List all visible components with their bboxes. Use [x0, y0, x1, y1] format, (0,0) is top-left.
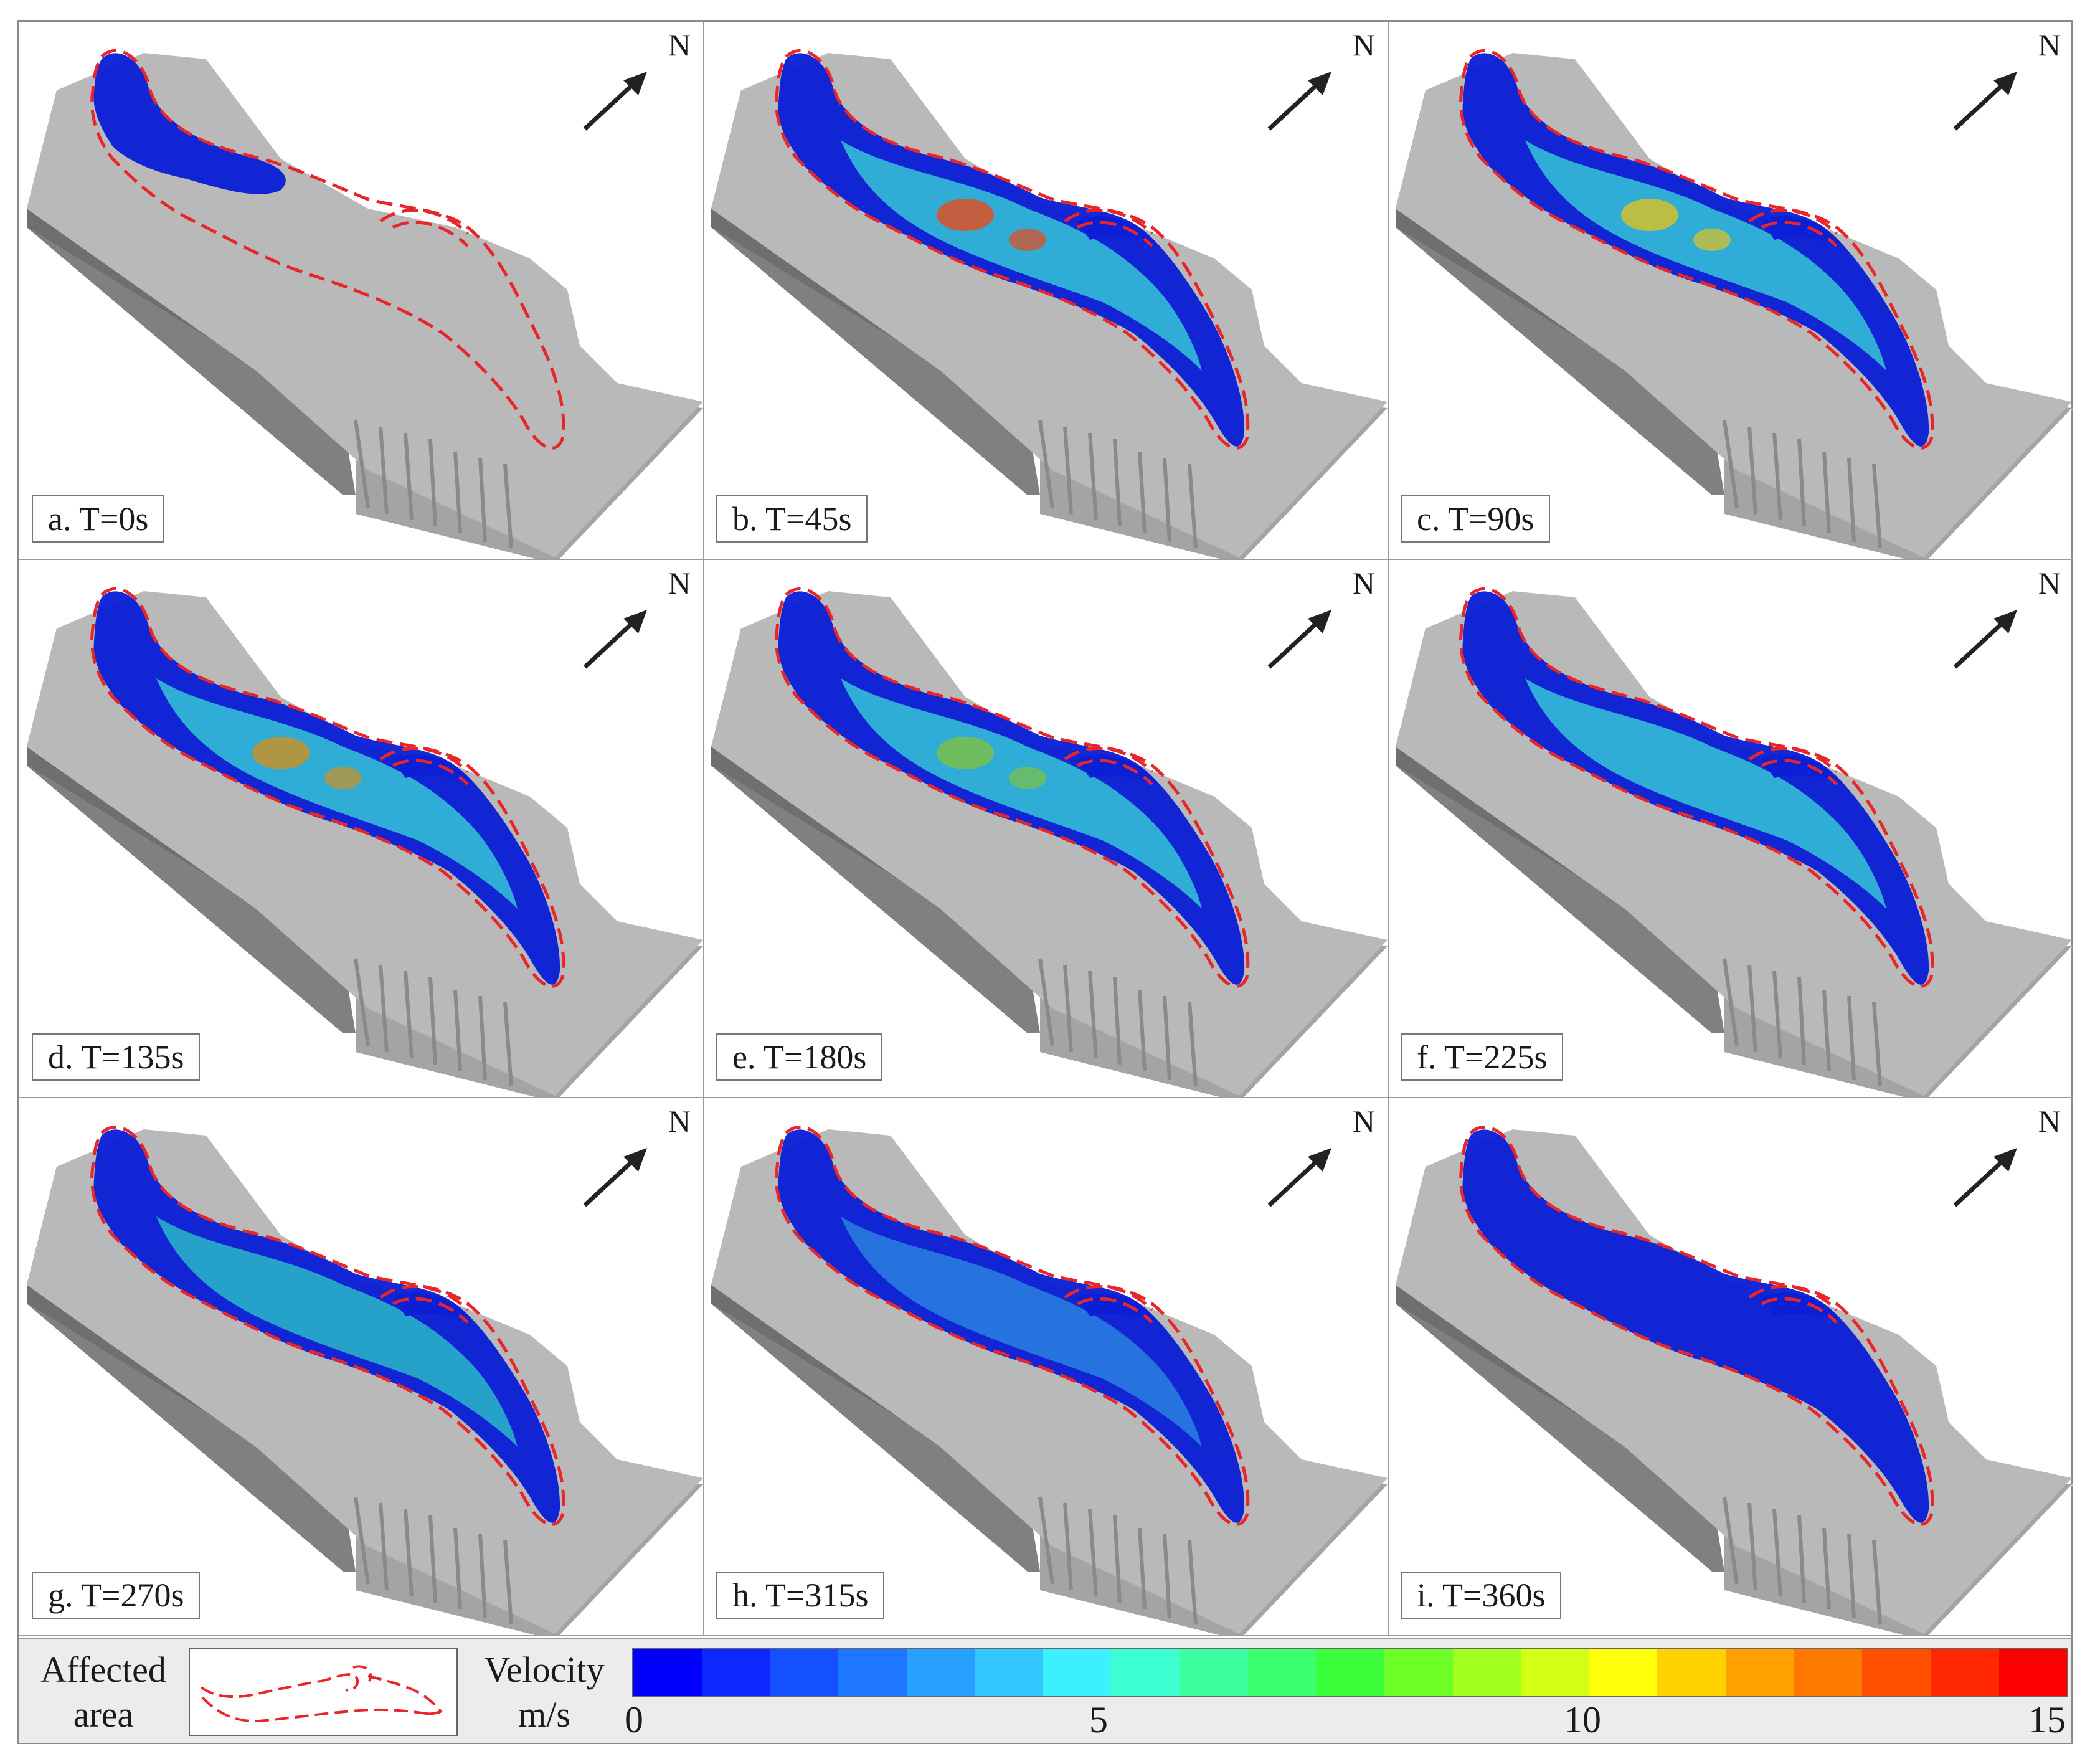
terrain-model [26, 1125, 703, 1635]
colorbar-cell [633, 1649, 702, 1696]
north-label: N [1352, 1104, 1375, 1139]
velocity-colorbar [632, 1648, 2068, 1697]
north-arrow [1942, 1112, 2055, 1218]
panel-f: N f. T=225s [1388, 560, 2073, 1098]
panel-caption: d. T=135s [32, 1033, 201, 1081]
panel-caption: i. T=360s [1401, 1572, 1562, 1619]
panel-caption: g. T=270s [32, 1572, 201, 1619]
colorbar-cell [1452, 1649, 1521, 1696]
colorbar-cell [906, 1649, 975, 1696]
north-arrow [1257, 1112, 1369, 1218]
colorbar-tick-15: 15 [2028, 1699, 2066, 1740]
affected-area-swatch [189, 1648, 458, 1736]
north-label: N [1352, 566, 1375, 600]
colorbar-cell [1521, 1649, 1589, 1696]
panel-caption: a. T=0s [32, 495, 165, 543]
terrain-model [710, 49, 1388, 559]
terrain-model [1394, 49, 2073, 559]
north-arrow [572, 574, 684, 680]
colorbar-cell [1794, 1649, 1863, 1696]
colorbar-cell [1589, 1649, 1658, 1696]
panel-caption: e. T=180s [716, 1033, 883, 1081]
panel-b: N b. T=45s [704, 22, 1389, 560]
simulation-figure: N a. T=0s N b. T=45s [17, 20, 2073, 1744]
north-arrow [1942, 36, 2055, 141]
terrain-model [710, 1125, 1388, 1635]
north-label: N [668, 566, 691, 600]
colorbar-cell [838, 1649, 907, 1696]
colorbar-tick-5: 5 [1089, 1699, 1108, 1740]
affected-area-label: Affected area [40, 1649, 166, 1735]
north-arrow [572, 1112, 684, 1218]
colorbar-cell [1998, 1649, 2068, 1696]
colorbar-cell [1247, 1649, 1317, 1696]
colorbar-cell [770, 1649, 838, 1696]
colorbar-cell [701, 1649, 770, 1696]
terrain-model [26, 49, 703, 559]
colorbar-cell [1862, 1649, 1931, 1696]
panel-caption: f. T=225s [1401, 1033, 1564, 1081]
colorbar-cell [975, 1649, 1043, 1696]
colorbar-cell [1726, 1649, 1794, 1696]
colorbar-cell [1180, 1649, 1248, 1696]
panel-c: N c. T=90s [1388, 22, 2073, 560]
colorbar-tick-10: 10 [1564, 1699, 1601, 1740]
north-label: N [2038, 1104, 2061, 1139]
colorbar-cell [1111, 1649, 1180, 1696]
north-label: N [1352, 27, 1375, 62]
colorbar-cell [1930, 1649, 1999, 1696]
panel-i: N i. T=360s [1388, 1098, 2073, 1636]
panel-a: N a. T=0s [19, 22, 704, 560]
north-arrow [1257, 36, 1369, 141]
north-arrow [1257, 574, 1369, 680]
colorbar-cell [1316, 1649, 1384, 1696]
north-label: N [668, 27, 691, 62]
north-label: N [2038, 566, 2061, 600]
panel-g: N g. T=270s [19, 1098, 704, 1636]
colorbar-cell [1384, 1649, 1453, 1696]
velocity-label: Velocity m/s [484, 1649, 605, 1735]
panel-d: N d. T=135s [19, 560, 704, 1098]
north-arrow [1942, 574, 2055, 680]
colorbar-cell [1657, 1649, 1726, 1696]
terrain-model [1394, 1125, 2073, 1635]
panel-e: N e. T=180s [704, 560, 1389, 1098]
panel-h: N h. T=315s [704, 1098, 1389, 1636]
panel-caption: h. T=315s [716, 1572, 885, 1619]
colorbar-tick-0: 0 [625, 1699, 643, 1740]
terrain-model [1394, 587, 2073, 1097]
panel-caption: c. T=90s [1401, 495, 1551, 543]
terrain-model [710, 587, 1388, 1097]
panel-caption: b. T=45s [716, 495, 868, 543]
terrain-model [26, 587, 703, 1097]
north-arrow [572, 36, 684, 141]
colorbar-cell [1043, 1649, 1112, 1696]
north-label: N [2038, 27, 2061, 62]
legend: Affected area Velocity m/s 0 5 10 15 [19, 1638, 2071, 1743]
north-label: N [668, 1104, 691, 1139]
